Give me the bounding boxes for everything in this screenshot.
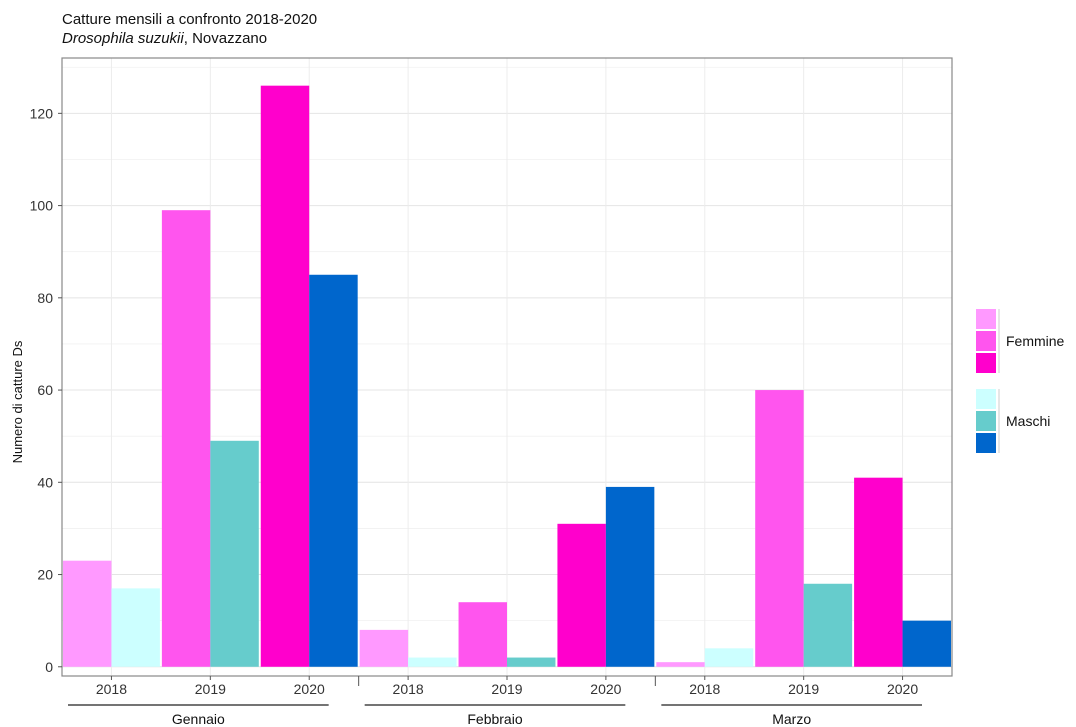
x-group-label-month: Gennaio [172, 711, 225, 727]
bar-maschi-marzo-2018 [704, 648, 754, 667]
x-group-label-month: Febbraio [467, 711, 522, 727]
bar-maschi-marzo-2020 [902, 620, 952, 667]
x-group-label-month: Marzo [772, 711, 811, 727]
bar-maschi-marzo-2019 [803, 583, 853, 667]
y-tick-label: 60 [37, 382, 53, 398]
bars-layer [62, 85, 952, 667]
chart-title-block: Catture mensili a confronto 2018-2020 Dr… [62, 10, 317, 48]
x-tick-label-year: 2018 [393, 681, 424, 697]
x-tick-label-year: 2019 [491, 681, 522, 697]
bar-maschi-febbraio-2019 [507, 657, 556, 667]
bar-maschi-gennaio-2020 [309, 274, 358, 667]
x-tick-label-year: 2018 [96, 681, 127, 697]
bar-femmine-marzo-2019 [755, 390, 804, 667]
bar-femmine-febbraio-2018 [359, 629, 409, 667]
chart-subtitle: Drosophila suzukii, Novazzano [62, 29, 317, 48]
legend-label-femmine: Femmine [1006, 333, 1065, 349]
x-tick-label-year: 2020 [590, 681, 621, 697]
bar-maschi-febbraio-2018 [408, 657, 457, 667]
x-tick-label-year: 2019 [788, 681, 819, 697]
y-tick-label: 0 [45, 659, 53, 675]
x-tick-label-year: 2020 [887, 681, 918, 697]
y-tick-label: 100 [30, 198, 54, 214]
x-tick-label-year: 2018 [689, 681, 720, 697]
bar-femmine-gennaio-2020 [260, 85, 310, 667]
bar-femmine-febbraio-2019 [458, 602, 507, 667]
subtitle-species: Drosophila suzukii [62, 30, 184, 47]
bar-femmine-marzo-2020 [854, 477, 903, 667]
x-tick-label-year: 2019 [195, 681, 226, 697]
legend-swatch-maschi-2019 [976, 411, 996, 431]
bar-maschi-gennaio-2018 [111, 588, 160, 667]
subtitle-location: , Novazzano [183, 30, 268, 47]
legend-swatch-femmine-2019 [976, 331, 996, 351]
bar-femmine-gennaio-2018 [62, 560, 112, 667]
chart-title: Catture mensili a confronto 2018-2020 [62, 11, 318, 28]
y-tick-label: 20 [37, 567, 53, 583]
legend-swatch-femmine-2018 [976, 309, 996, 329]
bar-femmine-marzo-2018 [656, 662, 705, 667]
x-tick-label-year: 2020 [294, 681, 325, 697]
y-tick-label: 120 [30, 105, 54, 121]
y-axis-label: Numero di catture Ds [10, 340, 25, 463]
bar-maschi-febbraio-2020 [605, 486, 655, 667]
bar-femmine-gennaio-2019 [161, 210, 211, 667]
y-tick-label: 80 [37, 290, 53, 306]
bar-maschi-gennaio-2019 [210, 440, 259, 667]
legend-swatch-femmine-2020 [976, 353, 996, 373]
axis-layer: 0 20 40 60 80 100 120 2018 2019 2020 Gennaio 2018 20… [30, 105, 922, 727]
legend: Femmine Maschi [976, 309, 1065, 453]
legend-label-maschi: Maschi [1006, 413, 1050, 429]
legend-swatch-maschi-2020 [976, 433, 996, 453]
bar-femmine-febbraio-2020 [557, 523, 606, 667]
legend-swatch-maschi-2018 [976, 389, 996, 409]
y-tick-label: 40 [37, 474, 53, 490]
